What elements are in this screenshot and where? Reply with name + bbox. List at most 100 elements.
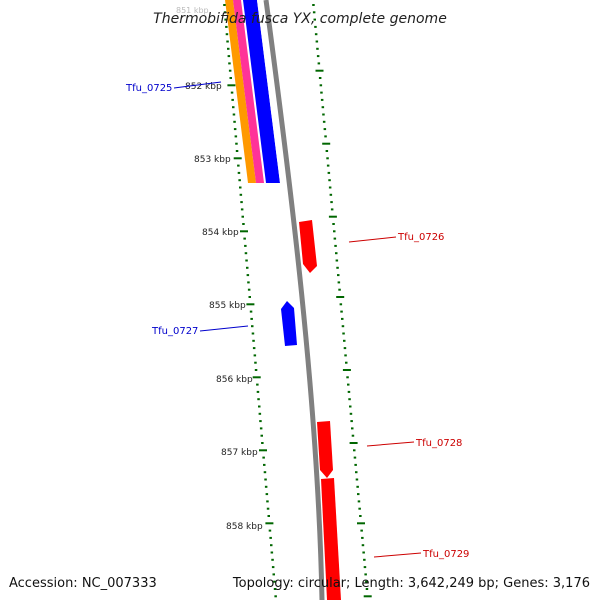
right-track-tick — [350, 420, 353, 423]
right-track-tick — [349, 412, 353, 415]
gene-label-tfu-0726[interactable]: Tfu_0726 — [397, 232, 444, 243]
track-magenta — [233, 0, 264, 183]
right-track-tick — [322, 120, 326, 123]
left-track-tick — [266, 507, 270, 510]
left-track-tick — [228, 69, 232, 72]
right-tick-track — [312, 4, 372, 598]
left-track-tick — [259, 427, 263, 430]
right-track-tick — [358, 507, 361, 510]
right-track-tick — [333, 230, 336, 233]
genome-backbone — [263, 0, 325, 600]
kbp-label-857: 857 kbp — [221, 448, 258, 458]
right-track-tick — [341, 317, 344, 320]
right-track-tick — [360, 529, 363, 532]
right-track-tick — [336, 296, 345, 298]
left-track-tick — [227, 84, 236, 87]
right-track-tick — [333, 237, 337, 240]
left-track-tick — [232, 106, 235, 109]
right-track-tick — [327, 171, 331, 174]
left-track-tick — [273, 580, 276, 583]
right-track-tick — [348, 398, 351, 401]
kbp-label-853: 853 kbp — [194, 155, 231, 165]
left-track-tick — [252, 347, 256, 350]
right-track-tick — [313, 18, 316, 21]
leader-line-tfu-0727 — [199, 325, 249, 332]
kbp-label-858: 858 kbp — [226, 522, 263, 532]
left-track-tick — [233, 120, 236, 123]
left-track-tick — [240, 208, 244, 211]
gene-arrow-tfu-0729[interactable] — [321, 478, 341, 600]
right-track-tick — [349, 405, 352, 408]
gene-arrow-tfu-0728[interactable] — [317, 421, 333, 478]
right-track-tick — [328, 215, 337, 218]
left-track-tick — [232, 113, 236, 116]
left-track-tick — [225, 33, 229, 36]
left-track-tick — [265, 522, 274, 525]
gene-label-tfu-0725[interactable]: Tfu_0725 — [125, 83, 172, 94]
right-track-tick — [312, 11, 316, 14]
left-track-tick — [248, 296, 251, 298]
right-track-tick — [330, 208, 334, 211]
right-track-tick — [332, 223, 335, 225]
right-track-tick — [347, 390, 351, 393]
left-track-tick — [260, 434, 263, 437]
gene-label-tfu-0728[interactable]: Tfu_0728 — [415, 438, 462, 449]
left-track-tick — [234, 135, 238, 138]
right-track-tick — [318, 77, 322, 79]
gene-label-tfu-0727[interactable]: Tfu_0727 — [151, 326, 198, 337]
left-track-tick — [246, 266, 249, 269]
right-track-tick — [312, 4, 315, 6]
track-orange — [225, 0, 256, 183]
left-track-tick — [241, 215, 244, 218]
left-track-tick — [270, 544, 273, 547]
left-track-tick — [267, 515, 270, 517]
left-tick-track — [223, 4, 277, 598]
left-track-tick — [227, 47, 230, 50]
right-track-tick — [357, 493, 360, 496]
right-track-tick — [363, 558, 366, 561]
left-track-tick — [270, 551, 274, 554]
right-track-tick — [322, 142, 331, 145]
right-track-tick — [361, 544, 365, 547]
right-track-tick — [353, 456, 357, 459]
gene-leader-lines — [173, 81, 422, 558]
left-track-tick — [252, 376, 261, 379]
left-track-tick — [242, 223, 245, 225]
right-track-tick — [357, 500, 361, 503]
left-track-tick — [249, 310, 253, 313]
left-track-tick — [245, 259, 248, 262]
right-track-tick — [337, 281, 341, 284]
left-track-tick — [229, 77, 232, 79]
right-track-tick — [328, 179, 331, 182]
left-track-tick — [238, 179, 241, 182]
right-track-tick — [345, 361, 348, 364]
right-track-tick — [320, 91, 323, 94]
leader-line-tfu-0726 — [348, 236, 397, 243]
right-track-tick — [354, 463, 357, 466]
right-track-tick — [344, 354, 347, 357]
left-track-tick — [228, 62, 231, 65]
right-track-tick — [361, 536, 364, 539]
right-track-tick — [323, 128, 327, 131]
right-track-tick — [351, 434, 355, 437]
left-track-tick — [244, 252, 248, 255]
right-track-tick — [325, 150, 329, 152]
right-track-tick — [356, 485, 359, 488]
left-track-tick — [258, 405, 261, 408]
right-track-tick — [336, 266, 339, 269]
gene-label-tfu-0729[interactable]: Tfu_0729 — [422, 549, 469, 560]
right-track-tick — [349, 442, 358, 444]
right-track-tick — [351, 427, 354, 430]
gene-arrow-tfu-0726[interactable] — [299, 220, 317, 273]
accession-text: Accession: NC_007333 — [9, 576, 157, 591]
left-track-tick — [227, 55, 231, 58]
feature-tracks — [225, 0, 284, 183]
left-track-tick — [258, 412, 262, 415]
left-track-tick — [235, 142, 238, 145]
left-track-tick — [247, 281, 250, 284]
right-track-tick — [314, 25, 317, 28]
gene-arrow-tfu-0727[interactable] — [281, 301, 297, 346]
right-track-tick — [337, 274, 340, 277]
left-track-tick — [256, 383, 259, 386]
